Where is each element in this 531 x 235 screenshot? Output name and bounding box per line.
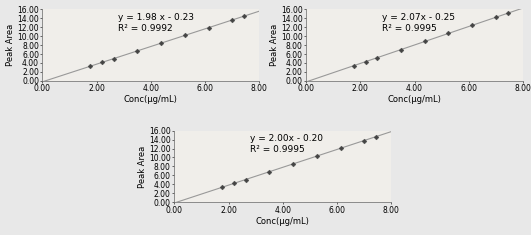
Text: R² = 0.9995: R² = 0.9995: [382, 24, 437, 33]
Point: [133, 49, 142, 53]
Y-axis label: Peak Area: Peak Area: [6, 24, 15, 66]
X-axis label: Conc(μg/mL): Conc(μg/mL): [388, 95, 442, 104]
Point: [360, 139, 369, 142]
Point: [444, 31, 453, 35]
Point: [372, 135, 380, 138]
Point: [181, 34, 189, 37]
Y-axis label: Peak Area: Peak Area: [138, 145, 147, 188]
Text: y = 2.00x - 0.20: y = 2.00x - 0.20: [250, 134, 323, 143]
Point: [109, 57, 118, 60]
Text: R² = 0.9992: R² = 0.9992: [118, 24, 173, 33]
Point: [361, 60, 370, 63]
Point: [98, 61, 106, 64]
Text: y = 2.07x - 0.25: y = 2.07x - 0.25: [382, 13, 455, 22]
Point: [289, 162, 297, 166]
X-axis label: Conc(μg/mL): Conc(μg/mL): [256, 217, 310, 226]
X-axis label: Conc(μg/mL): Conc(μg/mL): [124, 95, 178, 104]
Point: [349, 64, 358, 68]
Point: [265, 170, 273, 174]
Text: R² = 0.9995: R² = 0.9995: [250, 145, 305, 154]
Point: [85, 64, 94, 68]
Point: [312, 154, 321, 158]
Point: [503, 11, 512, 15]
Point: [336, 146, 345, 150]
Point: [218, 185, 226, 189]
Point: [157, 41, 166, 45]
Point: [228, 18, 236, 22]
Point: [373, 56, 382, 59]
Point: [242, 178, 250, 181]
Y-axis label: Peak Area: Peak Area: [270, 24, 279, 66]
Point: [421, 39, 429, 43]
Point: [240, 14, 249, 18]
Text: y = 1.98 x - 0.23: y = 1.98 x - 0.23: [118, 13, 194, 22]
Point: [397, 48, 405, 51]
Point: [492, 15, 500, 19]
Point: [468, 24, 477, 27]
Point: [229, 182, 238, 185]
Point: [204, 26, 213, 30]
